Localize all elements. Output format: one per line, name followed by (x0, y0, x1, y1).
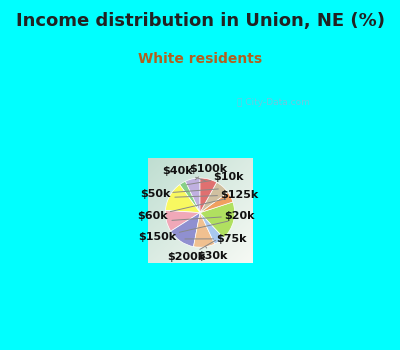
Text: $10k: $10k (186, 173, 244, 185)
Wedge shape (194, 212, 215, 247)
Wedge shape (180, 181, 200, 212)
Wedge shape (165, 210, 200, 231)
Wedge shape (166, 185, 200, 212)
Text: Income distribution in Union, NE (%): Income distribution in Union, NE (%) (16, 12, 384, 30)
Text: $125k: $125k (175, 190, 258, 200)
Text: $75k: $75k (185, 234, 247, 244)
Text: $50k: $50k (140, 189, 218, 199)
Wedge shape (171, 212, 200, 247)
Wedge shape (200, 178, 217, 212)
Wedge shape (200, 192, 233, 212)
Text: $30k: $30k (197, 246, 227, 261)
Text: $40k: $40k (162, 166, 205, 181)
Wedge shape (200, 182, 228, 212)
Text: ⓘ City-Data.com: ⓘ City-Data.com (237, 98, 310, 107)
Text: $20k: $20k (172, 211, 254, 221)
Text: White residents: White residents (138, 52, 262, 66)
Wedge shape (185, 178, 200, 212)
Text: $60k: $60k (137, 199, 226, 221)
Text: $200k: $200k (167, 240, 216, 262)
Text: $150k: $150k (138, 221, 228, 242)
Wedge shape (200, 212, 224, 244)
Text: $100k: $100k (189, 164, 227, 180)
Wedge shape (200, 202, 235, 238)
